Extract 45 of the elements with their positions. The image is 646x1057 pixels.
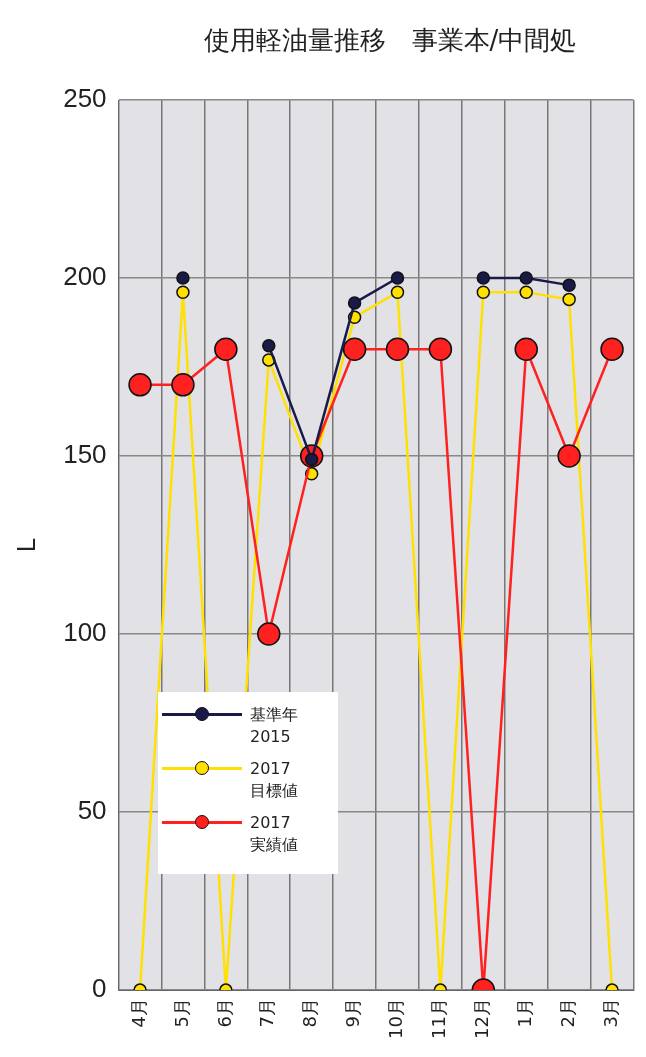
point (171, 373, 195, 397)
point (390, 271, 405, 285)
point (519, 271, 533, 285)
x-tick-label: 6月 (213, 998, 235, 1028)
y-tick-label: 0 (92, 973, 107, 1004)
x-tick-label: 7月 (256, 998, 278, 1028)
point (347, 296, 362, 310)
point (514, 337, 538, 361)
point (562, 278, 576, 292)
x-tick-label: 1月 (513, 998, 535, 1028)
point (385, 337, 410, 361)
point (257, 622, 281, 646)
point (176, 285, 190, 300)
legend-label: 2017 目標値 (250, 758, 298, 802)
point (519, 285, 533, 300)
point (428, 337, 453, 361)
x-tick-label: 3月 (599, 998, 621, 1028)
point (600, 337, 624, 361)
point (128, 373, 152, 397)
x-tick-label: 10月 (385, 998, 407, 1039)
x-tick-label: 12月 (470, 998, 492, 1039)
y-tick-label: 200 (63, 261, 107, 292)
x-tick-label: 2月 (556, 998, 578, 1028)
x-tick-label: 4月 (127, 998, 149, 1028)
x-tick-label: 9月 (342, 998, 364, 1028)
x-tick-label: 8月 (299, 998, 321, 1028)
point (476, 271, 491, 285)
point (342, 337, 367, 361)
point (390, 285, 405, 300)
point (214, 337, 238, 361)
chart-title: 使用軽油量推移 事業本/中間処 (202, 24, 578, 57)
point (176, 271, 190, 285)
legend-label: 基準年 2015 (250, 704, 298, 748)
legend-label: 2017 実績値 (250, 812, 298, 856)
y-tick-label: 150 (63, 439, 107, 470)
x-tick-label: 5月 (170, 998, 192, 1028)
y-tick-label: 50 (77, 795, 107, 826)
y-axis-title: L (10, 537, 41, 553)
point (262, 338, 276, 353)
y-tick-label: 250 (63, 83, 107, 114)
point (557, 444, 581, 468)
y-tick-label: 100 (63, 617, 107, 648)
point (562, 292, 576, 307)
point (476, 285, 491, 300)
x-tick-label: 11月 (428, 998, 450, 1039)
